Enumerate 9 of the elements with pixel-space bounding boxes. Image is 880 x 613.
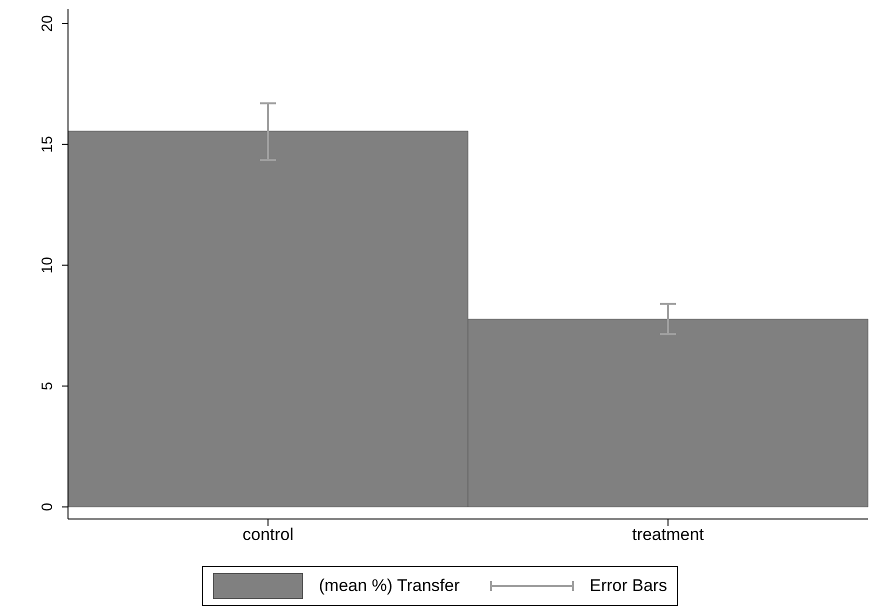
y-tick-label: 15 (39, 136, 56, 153)
text: Error Bars (590, 576, 668, 596)
x-tick-label: control (242, 525, 294, 544)
x-tick-label: treatment (632, 525, 704, 544)
y-tick-label: 5 (39, 382, 56, 390)
y-tick-label: 0 (39, 502, 56, 512)
text: (mean %) Transfer (318, 576, 460, 596)
y-tick-label: 10 (39, 256, 56, 274)
y-tick-label: 20 (39, 15, 56, 32)
